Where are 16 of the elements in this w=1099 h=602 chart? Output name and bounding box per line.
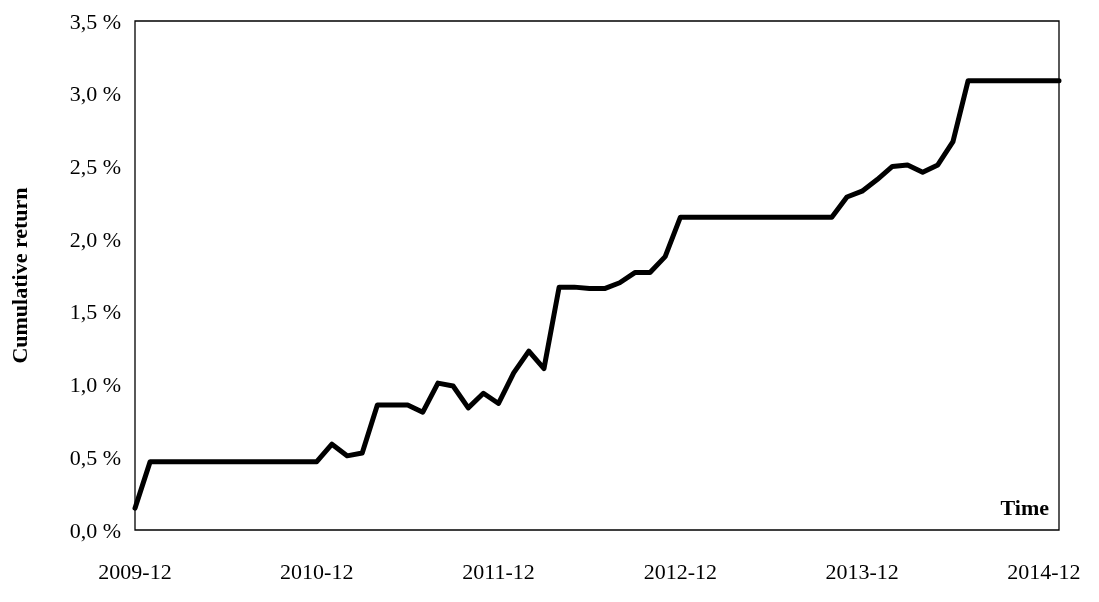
x-tick-label: 2009-12 xyxy=(98,558,172,584)
x-axis-title: Time xyxy=(1000,494,1050,520)
x-tick-label: 2013-12 xyxy=(825,558,899,584)
y-tick-label: 1,0 % xyxy=(69,372,121,398)
x-tick-label: 2012-12 xyxy=(643,558,717,584)
y-tick-label: 0,0 % xyxy=(69,517,121,543)
x-tick-label: 2011-12 xyxy=(462,558,535,584)
y-tick-label: 1,5 % xyxy=(69,299,121,325)
y-tick-label: 3,0 % xyxy=(69,81,121,107)
x-tick-label: 2010-12 xyxy=(280,558,354,584)
y-tick-label: 0,5 % xyxy=(69,444,121,470)
y-axis-title: Cumulative return xyxy=(6,187,32,364)
y-tick-label: 2,5 % xyxy=(69,153,121,179)
x-tick-label: 2014-12 xyxy=(1007,558,1081,584)
y-tick-label: 2,0 % xyxy=(69,226,121,252)
y-tick-label: 3,5 % xyxy=(69,8,121,34)
